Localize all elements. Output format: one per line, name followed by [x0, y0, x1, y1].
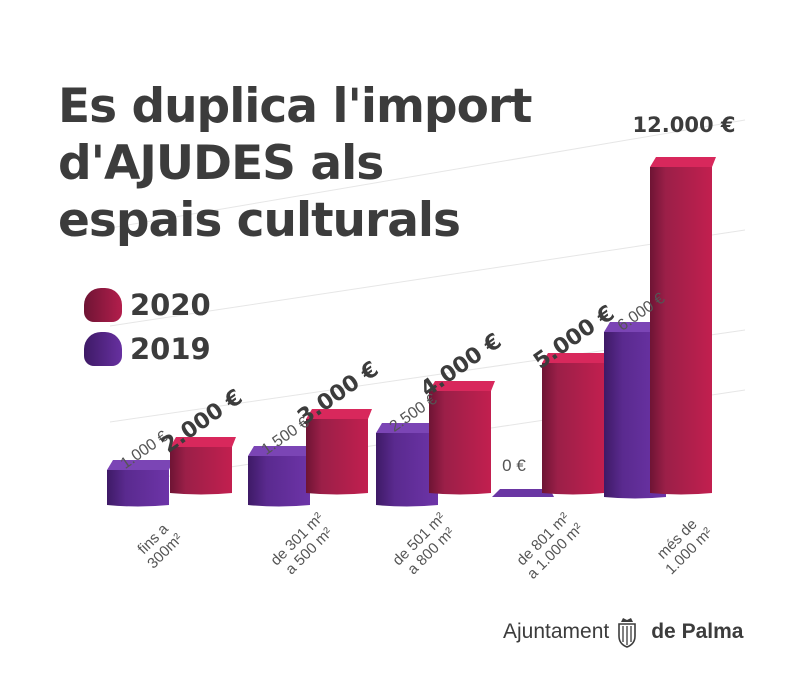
bar-2020-1-face: [306, 419, 368, 495]
legend-swatch-2019: [84, 332, 122, 366]
value-label-2020: 12.000 €: [633, 113, 736, 137]
category-label: més de1.000 m²: [650, 512, 716, 578]
footer-text-ajuntament: Ajuntament: [503, 620, 610, 643]
bar-2019-3-flat: [492, 489, 554, 497]
bar-2020-4-face: [650, 167, 712, 495]
bar-2020-1: [306, 409, 372, 495]
bar-2020-2-face: [429, 391, 491, 495]
legend-label-2020: 2020: [130, 288, 211, 322]
coat-of-arms-icon: [618, 618, 637, 648]
legend-swatch-2020: [84, 288, 122, 322]
category-label: de 801 m²a 1.000 m²: [512, 508, 587, 583]
gridline: [109, 229, 746, 327]
bar-2020-4: [650, 157, 716, 495]
bar-2020-1-top: [306, 409, 372, 419]
category-labels: fins a300m² de 301 m²a 500 m² de 501 m²a 8…: [132, 508, 716, 583]
bars-group: [107, 157, 716, 507]
page-title: Es duplica l'import d'AJUDES als espais …: [58, 78, 533, 249]
legend-label-2019: 2019: [130, 332, 211, 366]
legend-item-2019: 2019: [84, 327, 211, 371]
value-label-2019: 0 €: [502, 456, 526, 475]
bar-2020-0-top: [170, 437, 236, 447]
title-line-3: espais culturals: [58, 193, 461, 248]
bar-2019-2-top: [376, 423, 442, 433]
footer-text-palma: de Palma: [651, 620, 744, 643]
legend-item-2020: 2020: [84, 283, 211, 327]
category-label: fins a300m²: [132, 518, 186, 572]
bar-2020-4-top: [650, 157, 716, 167]
bar-2019-0: [107, 460, 173, 507]
bar-2019-2-face: [376, 433, 438, 507]
bar-2020-0: [170, 437, 236, 495]
footer-logo: Ajuntament de Palma: [503, 614, 743, 650]
bar-2019-2: [376, 423, 442, 507]
bar-2019-1-face: [248, 456, 310, 507]
bar-2019-0-face: [107, 470, 169, 507]
bar-2020-3-top: [542, 353, 608, 363]
legend: 2020 2019: [84, 283, 211, 371]
bar-2020-3-face: [542, 363, 604, 495]
title-line-1: Es duplica l'import: [58, 79, 533, 134]
gridline: [109, 119, 746, 229]
bar-2020-0-face: [170, 447, 232, 495]
category-label: de 501 m²a 800 m²: [389, 509, 461, 581]
title-line-2: d'AJUDES als: [58, 136, 384, 191]
bar-2020-2: [429, 381, 495, 495]
bar-2019-1-top: [248, 446, 314, 456]
bar-2019-3: [492, 489, 554, 497]
category-label: de 301 m²a 500 m²: [267, 509, 339, 581]
bar-2020-2-top: [429, 381, 495, 391]
bar-2020-3: [542, 353, 608, 495]
bar-2019-1: [248, 446, 314, 507]
bar-2019-0-top: [107, 460, 173, 470]
